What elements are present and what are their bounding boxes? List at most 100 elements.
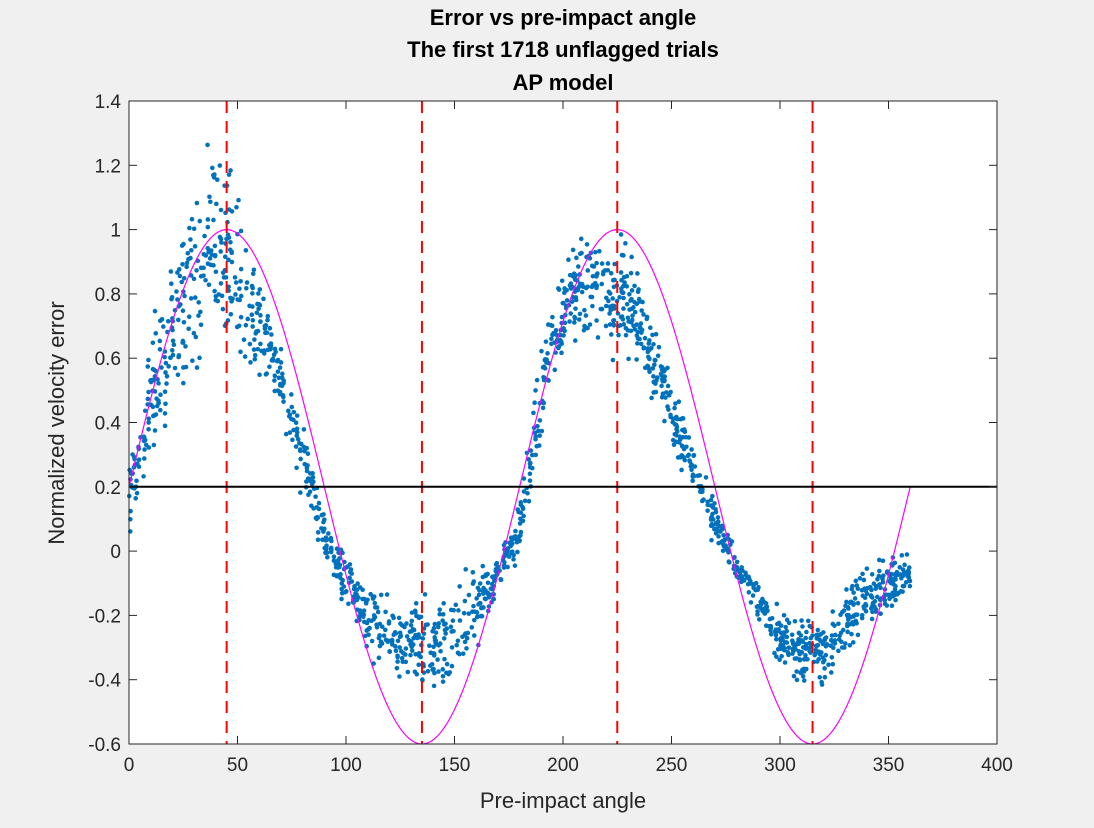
scatter-point [441,622,447,627]
scatter-point [182,293,187,299]
scatter-point [168,269,174,274]
scatter-point [191,330,197,336]
scatter-point [267,326,273,331]
scatter-point [163,360,169,366]
scatter-point [462,598,468,604]
scatter-point [829,654,835,660]
scatter-point [628,270,634,276]
scatter-point [403,646,409,651]
scatter-point [408,652,413,658]
scatter-point [291,417,296,423]
y-tick-label: -0.4 [88,671,121,692]
scatter-point [191,226,197,232]
scatter-point [372,600,378,606]
scatter-point [503,553,509,558]
scatter-point [687,459,693,464]
scatter-point [585,284,590,290]
scatter-point [751,585,756,591]
scatter-point [611,306,617,311]
scatter-point [570,284,575,290]
scatter-point [907,583,913,589]
scatter-point [567,319,572,324]
scatter-point [539,428,545,434]
scatter-point [786,645,792,650]
scatter-point [853,612,859,617]
scatter-point [180,340,186,345]
scatter-point [849,586,855,592]
scatter-point [781,613,787,618]
scatter-point [774,601,780,607]
scatter-point [156,381,161,386]
scatter-point [175,297,180,302]
scatter-point [194,200,200,206]
scatter-point [291,427,296,433]
scatter-point [830,645,836,650]
x-tick-label: 350 [873,755,905,776]
scatter-point [653,331,659,337]
scatter-point [191,276,197,282]
scatter-point [841,645,847,650]
scatter-point [402,624,407,630]
scatter-point [453,602,459,608]
scatter-point [768,631,774,637]
scatter-point [389,637,395,643]
scatter-point [414,633,420,639]
scatter-point [193,334,199,340]
scatter-point [456,608,461,613]
title-line-3: AP model [512,70,613,95]
scatter-point [386,638,391,644]
scatter-point [329,547,334,553]
scatter-point [205,224,211,230]
scatter-point [572,338,578,343]
scatter-point [444,661,450,667]
scatter-point [294,433,300,439]
scatter-point [634,333,640,338]
scatter-point [893,583,898,589]
scatter-point [536,443,542,448]
scatter-point [225,232,231,238]
vertical-lines [225,101,814,744]
scatter-point [644,316,650,322]
scatter-point [584,242,590,247]
scatter-point [635,271,640,276]
scatter-point [814,636,820,641]
scatter-point [659,377,665,382]
scatter-point [689,467,694,473]
scatter-point [511,552,516,558]
x-axis-label: Pre-impact angle [480,788,646,813]
y-tick-label: 1 [110,221,121,242]
scatter-point [753,580,759,586]
scatter-point [857,576,863,581]
scatter-point [236,197,241,203]
scatter-point [817,650,823,656]
scatter-point [593,280,598,286]
scatter-point [695,473,701,479]
scatter-point [243,322,249,328]
scatter-point [485,580,491,586]
scatter-point [668,412,673,418]
scatter-point [217,163,223,168]
scatter-point [339,586,344,592]
title-line-1: Error vs pre-impact angle [430,5,697,30]
x-tick-label: 100 [330,755,362,776]
scatter-point [608,332,614,337]
scatter-point [369,638,375,644]
scatter-point [252,356,258,362]
scatter-point [638,321,644,326]
scatter-point [158,392,163,398]
scatter-point [252,337,257,342]
scatter-point [381,633,387,638]
scatter-point [529,465,535,471]
scatter-point [799,618,804,623]
scatter-point [852,596,858,601]
scatter-point [638,341,644,347]
scatter-point [502,559,507,565]
scatter-point [823,652,829,658]
scatter-point [533,452,538,458]
scatter-point [573,306,578,311]
scatter-point [574,255,579,261]
scatter-point [616,332,621,338]
scatter-point [276,375,282,381]
scatter-point [720,526,725,532]
scatter-point [797,638,803,643]
